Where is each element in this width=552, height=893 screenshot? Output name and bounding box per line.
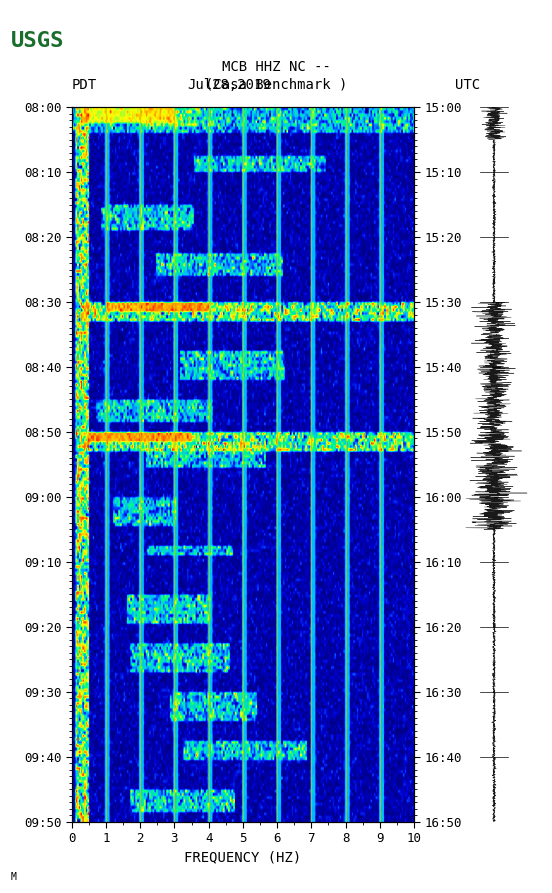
- Text: USGS: USGS: [11, 31, 65, 51]
- Text: Jul28,2019: Jul28,2019: [188, 78, 272, 92]
- X-axis label: FREQUENCY (HZ): FREQUENCY (HZ): [184, 850, 301, 864]
- Text: UTC: UTC: [455, 78, 480, 92]
- Text: (Casa Benchmark ): (Casa Benchmark ): [205, 78, 347, 92]
- Text: MCB HHZ NC --: MCB HHZ NC --: [221, 60, 331, 74]
- Text: M: M: [11, 872, 17, 882]
- Text: PDT: PDT: [72, 78, 97, 92]
